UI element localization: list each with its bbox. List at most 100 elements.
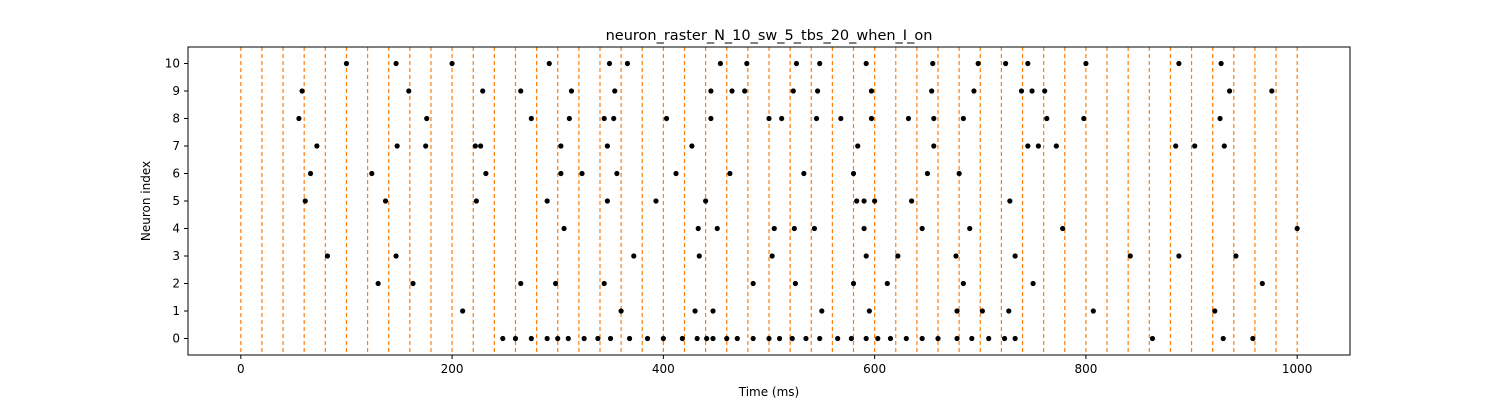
spike-marker xyxy=(1053,143,1059,149)
spike-marker xyxy=(703,198,709,204)
y-tick-label: 2 xyxy=(172,277,180,291)
spike-marker xyxy=(1233,253,1239,259)
spike-marker xyxy=(704,335,710,342)
spike-marker xyxy=(375,280,381,287)
x-tick-label: 800 xyxy=(1074,362,1097,376)
spike-marker xyxy=(660,335,666,342)
spike-marker xyxy=(1081,115,1087,122)
spike-marker xyxy=(708,88,714,94)
spike-marker xyxy=(727,170,733,177)
spike-marker xyxy=(1220,335,1226,342)
plot-area-frame xyxy=(187,46,1351,356)
spike-marker xyxy=(789,335,795,342)
spike-marker xyxy=(518,280,524,287)
spike-marker xyxy=(1025,60,1031,67)
spike-marker xyxy=(606,60,613,67)
spike-marker xyxy=(817,60,823,67)
spike-marker xyxy=(930,60,936,67)
spike-marker xyxy=(734,335,740,342)
spike-marker xyxy=(324,253,331,259)
spike-marker xyxy=(855,143,861,149)
spike-marker xyxy=(919,225,925,232)
spike-marker xyxy=(1090,308,1096,314)
spike-marker xyxy=(689,143,695,149)
spike-marker xyxy=(1025,143,1031,149)
spike-marker xyxy=(779,115,785,122)
spike-marker xyxy=(544,335,550,342)
spike-marker xyxy=(771,225,777,232)
spike-marker xyxy=(692,308,698,314)
spike-marker xyxy=(611,115,617,122)
spike-marker xyxy=(1012,335,1018,342)
spike-marker xyxy=(561,225,567,232)
spike-marker xyxy=(811,225,818,232)
spike-marker xyxy=(307,170,314,177)
spike-marker xyxy=(369,170,375,177)
spike-marker xyxy=(895,253,901,259)
spike-marker xyxy=(695,225,701,232)
spike-marker xyxy=(302,198,308,204)
spike-marker xyxy=(1173,143,1179,149)
spike-marker xyxy=(410,280,416,287)
spike-marker xyxy=(1217,115,1223,122)
spike-marker xyxy=(296,115,302,122)
spike-marker xyxy=(528,335,534,342)
spike-marker xyxy=(776,335,783,342)
spike-marker xyxy=(971,88,977,94)
spike-marker xyxy=(954,308,960,314)
spike-marker xyxy=(708,115,714,122)
y-tick-label: 7 xyxy=(172,139,180,153)
spike-marker xyxy=(905,115,912,122)
spike-marker xyxy=(1035,143,1041,149)
spike-marker xyxy=(601,280,607,287)
spike-marker xyxy=(924,170,931,177)
spike-marker xyxy=(1018,88,1025,94)
spike-marker xyxy=(967,225,973,232)
y-tick-label: 10 xyxy=(165,57,180,71)
spike-marker xyxy=(766,335,772,342)
spike-marker xyxy=(1042,88,1048,94)
spike-marker xyxy=(979,308,985,314)
spike-marker xyxy=(854,198,860,204)
spike-marker xyxy=(817,335,823,342)
spike-marker xyxy=(1192,143,1198,149)
spike-marker xyxy=(1060,225,1066,232)
y-tick-label: 5 xyxy=(172,194,180,208)
spike-marker xyxy=(595,335,601,342)
spike-marker xyxy=(614,170,620,177)
spike-marker xyxy=(710,308,716,314)
spike-marker xyxy=(850,280,857,287)
spike-marker xyxy=(1006,308,1012,314)
spike-marker xyxy=(769,253,775,259)
spike-marker xyxy=(1007,198,1013,204)
spike-marker xyxy=(793,60,800,67)
spike-marker xyxy=(579,170,585,177)
spike-marker xyxy=(931,115,937,122)
spike-marker xyxy=(909,198,915,204)
spike-marker xyxy=(472,143,478,149)
spike-marker xyxy=(518,88,524,94)
y-tick-label: 8 xyxy=(172,112,180,126)
spike-marker xyxy=(1127,253,1133,259)
x-tick-label: 600 xyxy=(863,362,886,376)
spike-marker xyxy=(872,198,878,204)
spike-marker xyxy=(744,60,750,67)
spike-marker xyxy=(868,115,875,122)
spike-marker xyxy=(929,88,935,94)
spike-marker xyxy=(887,335,894,342)
spike-marker xyxy=(343,60,350,67)
spike-marker xyxy=(555,335,561,342)
spike-marker xyxy=(478,143,484,149)
y-tick-label: 4 xyxy=(172,222,180,236)
spike-marker xyxy=(863,335,869,342)
x-tick-label: 0 xyxy=(237,362,245,376)
x-axis-label: Time (ms) xyxy=(738,385,800,399)
spike-marker xyxy=(986,335,992,342)
spike-marker xyxy=(801,170,807,177)
spike-marker xyxy=(663,115,670,122)
spike-marker xyxy=(1221,143,1227,149)
spike-marker xyxy=(1176,253,1182,259)
spike-marker xyxy=(424,115,430,122)
spike-marker xyxy=(813,115,820,122)
spike-marker xyxy=(1259,280,1265,287)
